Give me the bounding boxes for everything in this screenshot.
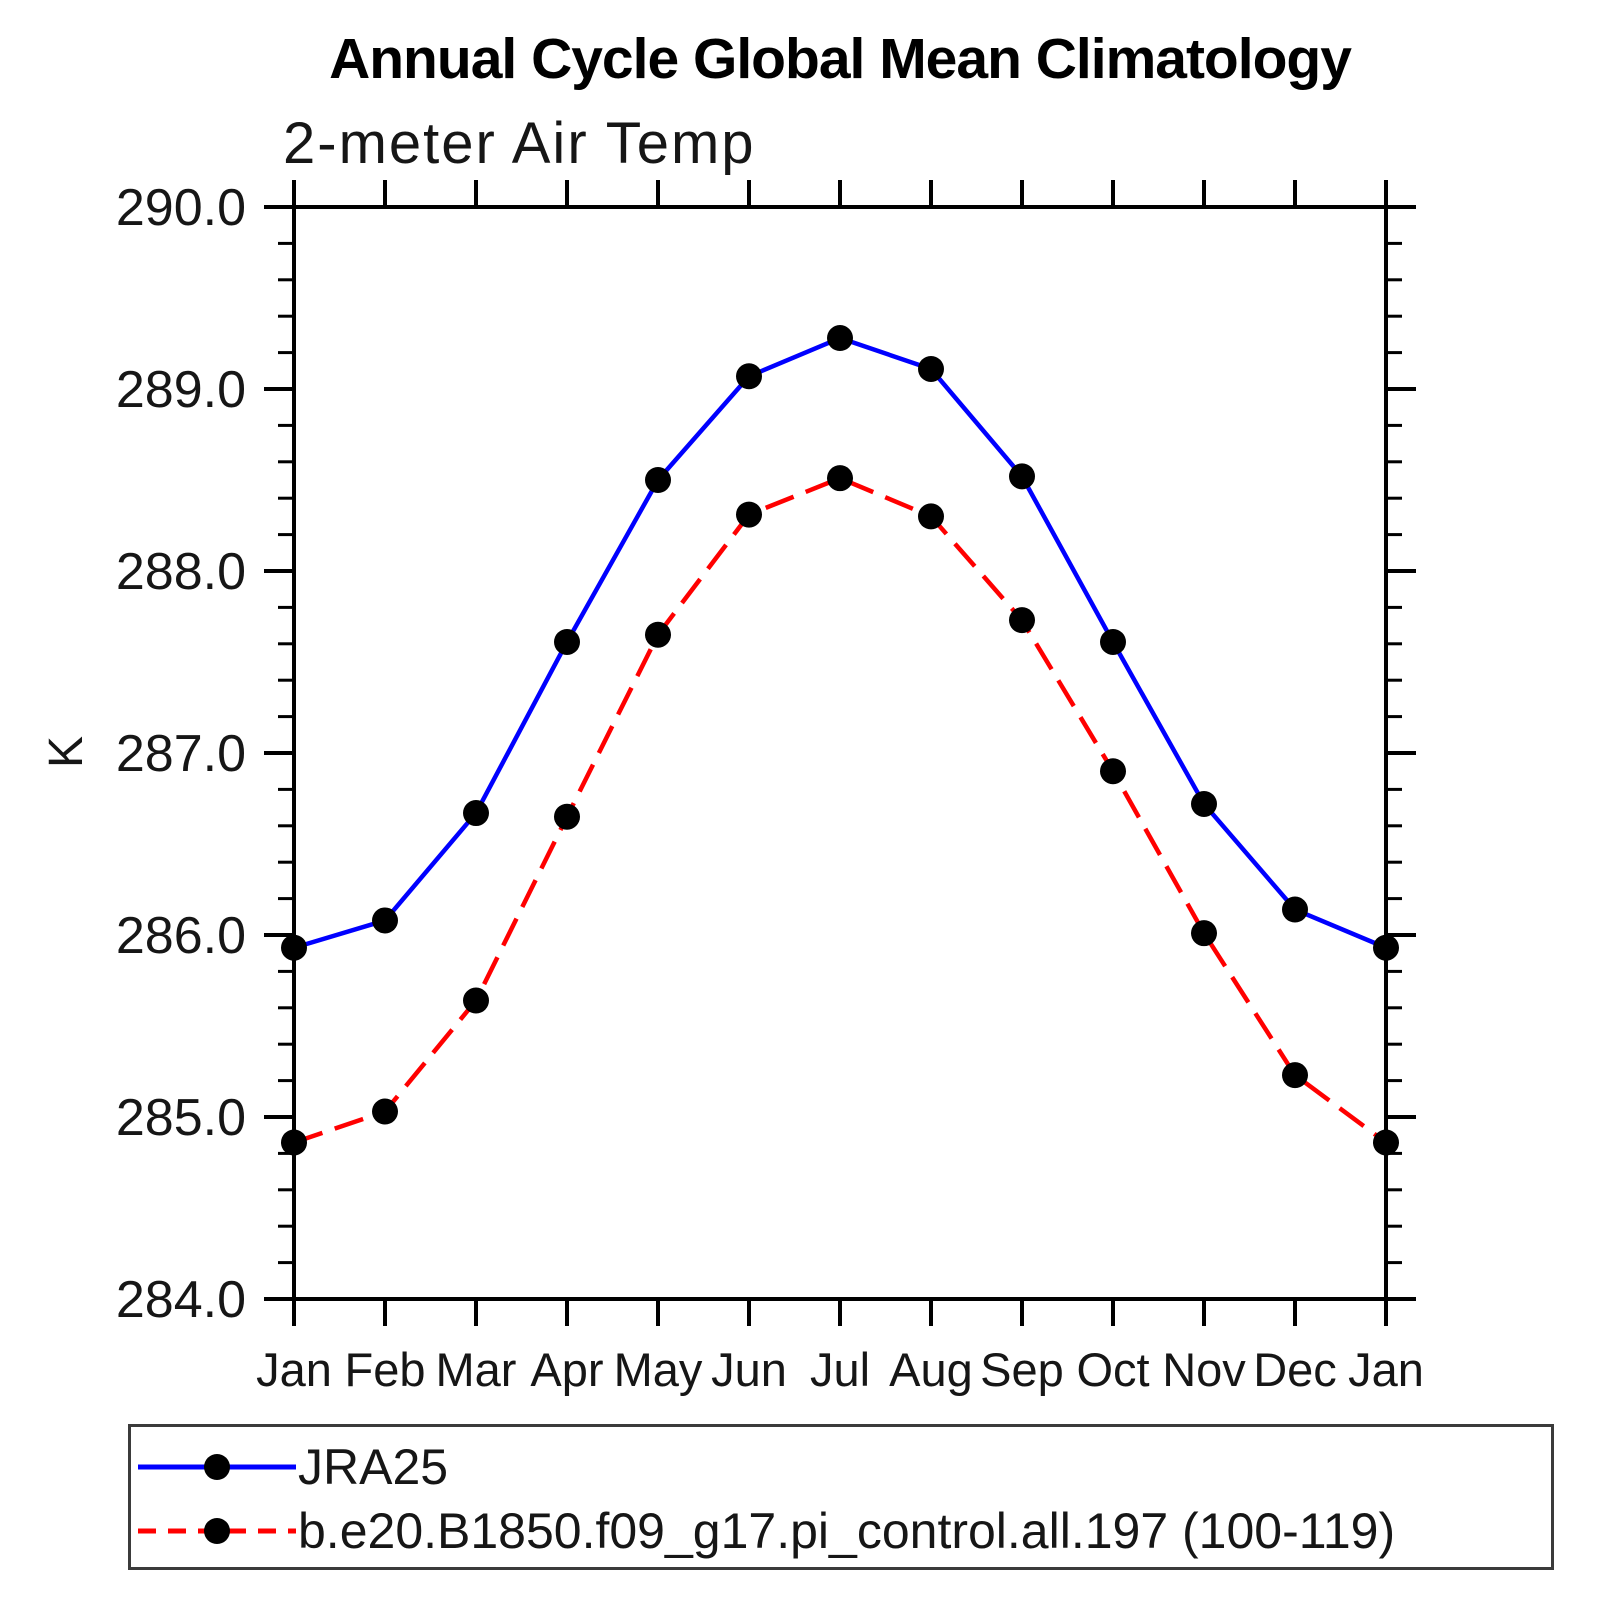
x-tick-label: Jul [810, 1343, 870, 1396]
y-tick-label: 285.0 [116, 1089, 246, 1147]
x-tick-label: Oct [1076, 1343, 1149, 1396]
legend: JRA25 b.e20.B1850.f09_g17.pi_control.all… [128, 1424, 1554, 1570]
legend-label-jra25: JRA25 [298, 1439, 449, 1495]
x-tick-label: Jan [256, 1343, 332, 1396]
chart-title: Annual Cycle Global Mean Climatology [329, 27, 1352, 91]
data-point-s1-Nov [1191, 920, 1217, 947]
data-point-s0-Jan [1373, 934, 1399, 961]
data-point-s1-Jan [1373, 1129, 1399, 1156]
y-tick-label: 284.0 [116, 1271, 246, 1329]
data-point-s0-Apr [554, 628, 580, 655]
data-point-s1-Dec [1282, 1062, 1308, 1089]
data-point-s0-May [645, 467, 671, 493]
y-tick-label: 287.0 [116, 725, 246, 783]
data-point-s1-Oct [1100, 758, 1126, 785]
data-point-s0-Jan [281, 934, 307, 961]
data-point-s0-Jul [827, 325, 853, 352]
legend-swatch-model [138, 1518, 296, 1544]
data-point-s0-Mar [463, 800, 489, 827]
data-point-s0-Sep [1009, 463, 1035, 490]
data-point-s1-May [645, 621, 671, 648]
x-tick-label: Dec [1253, 1343, 1337, 1396]
data-point-s0-Jun [736, 363, 762, 390]
data-point-s0-Dec [1282, 896, 1308, 923]
data-point-s1-Mar [463, 987, 489, 1014]
data-point-s1-Feb [372, 1098, 398, 1125]
data-point-s0-Nov [1191, 790, 1217, 817]
legend-marker-dot [204, 1518, 230, 1544]
y-axis-label: K [39, 736, 93, 769]
x-tick-label: Jan [1348, 1343, 1424, 1396]
legend-marker-dot [204, 1454, 230, 1480]
data-point-s0-Aug [918, 355, 944, 382]
data-point-s1-Sep [1009, 607, 1035, 634]
x-tick-label: Jun [711, 1343, 787, 1396]
data-point-s1-Jul [827, 465, 853, 492]
series-line-0 [293, 335, 1387, 950]
data-point-s1-Apr [554, 803, 580, 830]
legend-row-model: b.e20.B1850.f09_g17.pi_control.all.197 (… [136, 1499, 1395, 1563]
x-tick-label: Feb [345, 1343, 426, 1396]
x-tick-label: Sep [980, 1343, 1064, 1396]
data-point-s0-Oct [1100, 628, 1126, 655]
x-tick-label: Nov [1162, 1343, 1246, 1396]
y-tick-label: 286.0 [116, 907, 246, 965]
plot-frame [292, 205, 1388, 1301]
data-point-s1-Jun [736, 501, 762, 528]
series-line-1 [293, 475, 1388, 1145]
legend-label-model: b.e20.B1850.f09_g17.pi_control.all.197 (… [298, 1503, 1396, 1559]
legend-swatch-jra25 [138, 1454, 296, 1480]
x-tick-label: May [614, 1343, 703, 1396]
data-point-s1-Aug [918, 503, 944, 530]
y-tick-label: 289.0 [116, 361, 246, 419]
legend-row-jra25: JRA25 [136, 1435, 448, 1499]
x-tick-label: Aug [889, 1343, 973, 1396]
data-point-s1-Jan [281, 1129, 307, 1156]
chart-subtitle: 2-meter Air Temp [283, 111, 756, 176]
y-tick-label: 290.0 [116, 179, 246, 237]
data-point-s0-Feb [372, 907, 398, 934]
x-tick-label: Mar [436, 1343, 517, 1396]
y-tick-label: 288.0 [116, 543, 246, 601]
x-tick-label: Apr [530, 1343, 603, 1396]
